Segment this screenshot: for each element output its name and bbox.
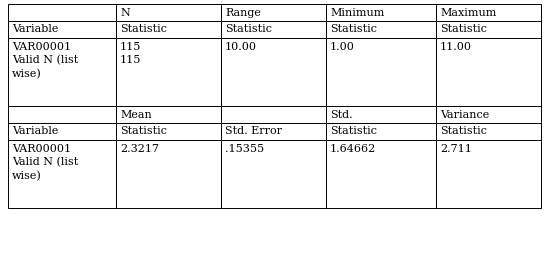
Text: 11.00: 11.00 (440, 42, 472, 52)
Bar (436, 106, 541, 123)
Text: Statistic: Statistic (330, 24, 377, 34)
Bar (221, 38, 326, 106)
Bar (221, 106, 326, 123)
Bar (8, 21, 116, 38)
Bar (116, 4, 221, 21)
Bar (326, 106, 436, 123)
Text: Statistic: Statistic (120, 24, 167, 34)
Text: Statistic: Statistic (440, 126, 487, 136)
Text: Range: Range (225, 7, 261, 18)
Bar (436, 140, 541, 208)
Bar (8, 140, 116, 208)
Bar (116, 38, 221, 106)
Text: 2.711: 2.711 (440, 144, 472, 154)
Bar (8, 106, 116, 123)
Bar (221, 123, 326, 140)
Text: Minimum: Minimum (330, 7, 384, 18)
Bar (436, 123, 541, 140)
Text: Std. Error: Std. Error (225, 126, 282, 136)
Text: Statistic: Statistic (120, 126, 167, 136)
Text: Maximum: Maximum (440, 7, 496, 18)
Text: 1.64662: 1.64662 (330, 144, 376, 154)
Bar (436, 38, 541, 106)
Text: 1.00: 1.00 (330, 42, 355, 52)
Bar (221, 140, 326, 208)
Bar (326, 4, 436, 21)
Bar (326, 38, 436, 106)
Text: VAR00001
Valid N (list
wise): VAR00001 Valid N (list wise) (12, 144, 79, 181)
Bar (116, 21, 221, 38)
Bar (221, 4, 326, 21)
Text: Mean: Mean (120, 109, 152, 120)
Text: VAR00001
Valid N (list
wise): VAR00001 Valid N (list wise) (12, 42, 79, 79)
Text: .15355: .15355 (225, 144, 264, 154)
Text: Statistic: Statistic (440, 24, 487, 34)
Text: Statistic: Statistic (330, 126, 377, 136)
Bar (221, 21, 326, 38)
Text: Variable: Variable (12, 126, 58, 136)
Bar (326, 21, 436, 38)
Bar (436, 4, 541, 21)
Bar (116, 106, 221, 123)
Bar (8, 4, 116, 21)
Text: Variance: Variance (440, 109, 489, 120)
Text: Std.: Std. (330, 109, 352, 120)
Bar (8, 123, 116, 140)
Bar (436, 21, 541, 38)
Bar (326, 140, 436, 208)
Bar (326, 123, 436, 140)
Bar (116, 140, 221, 208)
Bar (8, 38, 116, 106)
Text: Statistic: Statistic (225, 24, 272, 34)
Bar (116, 123, 221, 140)
Text: 2.3217: 2.3217 (120, 144, 159, 154)
Text: 115
115: 115 115 (120, 42, 142, 65)
Text: N: N (120, 7, 130, 18)
Text: Variable: Variable (12, 24, 58, 34)
Text: 10.00: 10.00 (225, 42, 257, 52)
